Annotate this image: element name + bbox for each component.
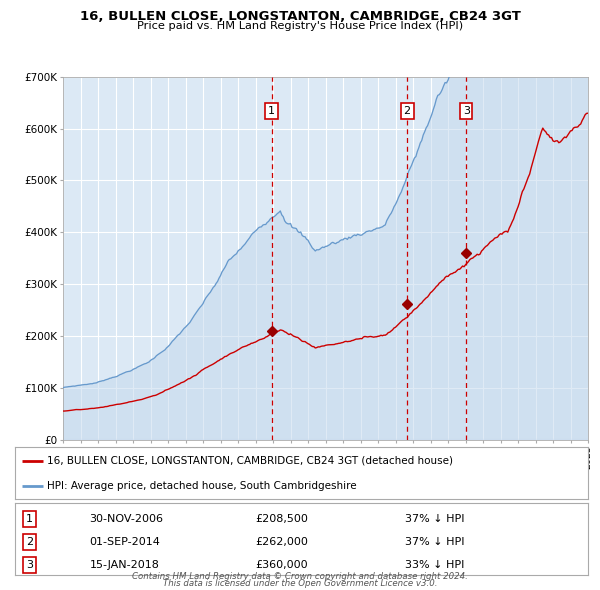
Text: 1: 1: [26, 514, 33, 524]
Text: HPI: Average price, detached house, South Cambridgeshire: HPI: Average price, detached house, Sout…: [47, 481, 356, 490]
Text: This data is licensed under the Open Government Licence v3.0.: This data is licensed under the Open Gov…: [163, 579, 437, 588]
Text: 33% ↓ HPI: 33% ↓ HPI: [404, 560, 464, 570]
Text: 1: 1: [268, 106, 275, 116]
Text: 16, BULLEN CLOSE, LONGSTANTON, CAMBRIDGE, CB24 3GT (detached house): 16, BULLEN CLOSE, LONGSTANTON, CAMBRIDGE…: [47, 455, 452, 466]
Text: 37% ↓ HPI: 37% ↓ HPI: [404, 537, 464, 547]
Text: 15-JAN-2018: 15-JAN-2018: [89, 560, 160, 570]
Text: 16, BULLEN CLOSE, LONGSTANTON, CAMBRIDGE, CB24 3GT: 16, BULLEN CLOSE, LONGSTANTON, CAMBRIDGE…: [80, 10, 520, 23]
Text: 3: 3: [26, 560, 33, 570]
Text: 01-SEP-2014: 01-SEP-2014: [89, 537, 160, 547]
Text: £262,000: £262,000: [256, 537, 308, 547]
Text: Contains HM Land Registry data © Crown copyright and database right 2024.: Contains HM Land Registry data © Crown c…: [132, 572, 468, 581]
Text: 30-NOV-2006: 30-NOV-2006: [89, 514, 163, 524]
Text: 2: 2: [404, 106, 411, 116]
Text: 2: 2: [26, 537, 33, 547]
Text: £360,000: £360,000: [256, 560, 308, 570]
Text: £208,500: £208,500: [256, 514, 308, 524]
Text: Price paid vs. HM Land Registry's House Price Index (HPI): Price paid vs. HM Land Registry's House …: [137, 21, 463, 31]
Text: 37% ↓ HPI: 37% ↓ HPI: [404, 514, 464, 524]
Text: 3: 3: [463, 106, 470, 116]
